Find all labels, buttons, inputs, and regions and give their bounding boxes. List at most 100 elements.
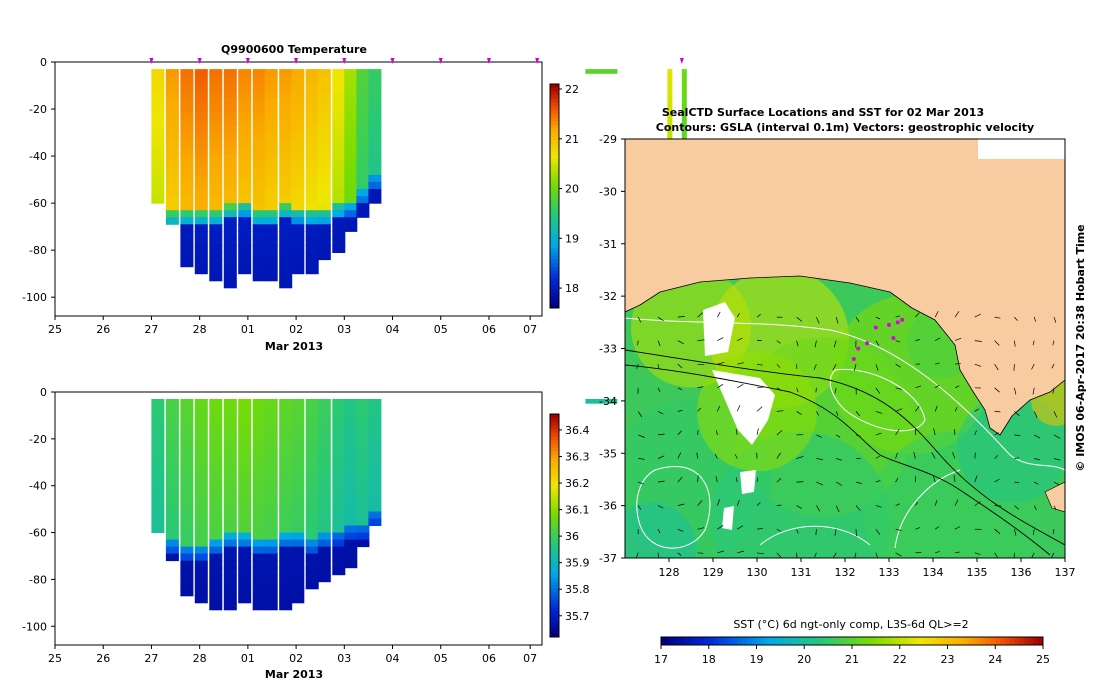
colorbar-swatch [550, 248, 559, 252]
profile-cell [318, 399, 331, 407]
sst-colorbar-swatch [1019, 637, 1024, 645]
sst-colorbar-swatch [928, 637, 933, 645]
profile-cell [356, 196, 369, 204]
profile-cell [253, 582, 266, 590]
profile-cell [344, 140, 357, 148]
profile-cell [224, 533, 237, 541]
profile-cell [253, 133, 266, 141]
profile-cell [291, 589, 304, 597]
profile-cell [279, 582, 292, 590]
profile-cell [368, 413, 381, 421]
profile-cell [306, 97, 319, 105]
profile-cell [291, 217, 304, 225]
profile-cell [306, 245, 319, 253]
profile-cell [195, 111, 208, 119]
profile-cell [344, 455, 357, 463]
profile-cell [224, 589, 237, 597]
profile-cell [318, 554, 331, 562]
profile-cell [356, 448, 369, 456]
profile-cell [318, 118, 331, 126]
profile-cell [291, 483, 304, 491]
profile-cell [238, 154, 251, 162]
sst-colorbar-swatch [1000, 637, 1005, 645]
profile-cell [238, 469, 251, 477]
sst-colorbar-swatch [948, 637, 953, 645]
profile-cell [291, 253, 304, 261]
profile-cell [306, 512, 319, 520]
profile-cell [265, 238, 278, 246]
y-tick-label: -100 [22, 291, 47, 304]
colorbar-swatch [550, 570, 559, 574]
profile-cell [291, 224, 304, 232]
profile-cell [224, 547, 237, 555]
profile-cell [279, 260, 292, 268]
profile-cell [224, 253, 237, 261]
profile-cell [279, 596, 292, 604]
profile-cell [265, 83, 278, 91]
profile-cell [253, 126, 266, 134]
profile-cell [209, 238, 222, 246]
colorbar-swatch [550, 155, 559, 159]
x-tick-label: 02 [289, 652, 303, 665]
sst-colorbar-swatch [909, 637, 914, 645]
sst-colorbar-swatch [919, 637, 924, 645]
colorbar-swatch [550, 466, 559, 470]
profile-cell [265, 483, 278, 491]
colorbar-swatch [550, 278, 559, 282]
colorbar-swatch [550, 215, 559, 219]
profile-cell [253, 231, 266, 239]
colorbar-tick-label: 19 [565, 232, 579, 245]
profile-cell [368, 140, 381, 148]
profile-cell [166, 420, 179, 428]
colorbar-swatch [550, 159, 559, 163]
profile-cell [224, 168, 237, 176]
profile-cell [279, 203, 292, 211]
profile-cell [166, 69, 179, 77]
colorbar-swatch [550, 566, 559, 570]
profile-cell [238, 140, 251, 148]
profile-cell [195, 126, 208, 134]
profile-cell [306, 504, 319, 512]
profile-cell [209, 441, 222, 449]
colorbar-tick-label: 36.4 [565, 424, 590, 437]
profile-cell [332, 413, 345, 421]
profile-cell [224, 245, 237, 253]
profile-cell [265, 596, 278, 604]
profile-cell [238, 76, 251, 84]
profile-cell [195, 582, 208, 590]
profile-cell [195, 260, 208, 268]
sst-colorbar-swatch [737, 637, 742, 645]
profile-cell [224, 104, 237, 112]
profile-cell [306, 111, 319, 119]
profile-cell [209, 260, 222, 268]
x-tick-label: 27 [144, 323, 158, 336]
profile-cell [253, 161, 266, 169]
colorbar-tick-label: 36.2 [565, 477, 590, 490]
profile-cell [291, 196, 304, 204]
profile-cell [344, 224, 357, 232]
profile-cell [166, 182, 179, 190]
profile-cell [306, 561, 319, 569]
y-tick-label: -60 [29, 527, 47, 540]
profile-cell [180, 540, 193, 548]
profile-time-marker [391, 58, 395, 64]
profile-cell [253, 260, 266, 268]
colorbar-swatch [550, 133, 559, 137]
profile-cell [238, 497, 251, 505]
profile-cell [265, 175, 278, 183]
velocity-vector [995, 411, 1001, 412]
profile-cell [224, 154, 237, 162]
profile-cell [368, 462, 381, 470]
sst-colorbar-swatch [852, 637, 857, 645]
profile-cell [265, 189, 278, 197]
profile-cell [291, 76, 304, 84]
profile-cell [224, 217, 237, 225]
profile-cell [253, 224, 266, 232]
profile-cell [180, 476, 193, 484]
map-x-tick-label: 136 [1011, 566, 1032, 579]
profile-cell [279, 210, 292, 218]
profile-cell [306, 175, 319, 183]
sst-colorbar-swatch [690, 637, 695, 645]
profile-cell [195, 118, 208, 126]
profile-cell [265, 568, 278, 576]
